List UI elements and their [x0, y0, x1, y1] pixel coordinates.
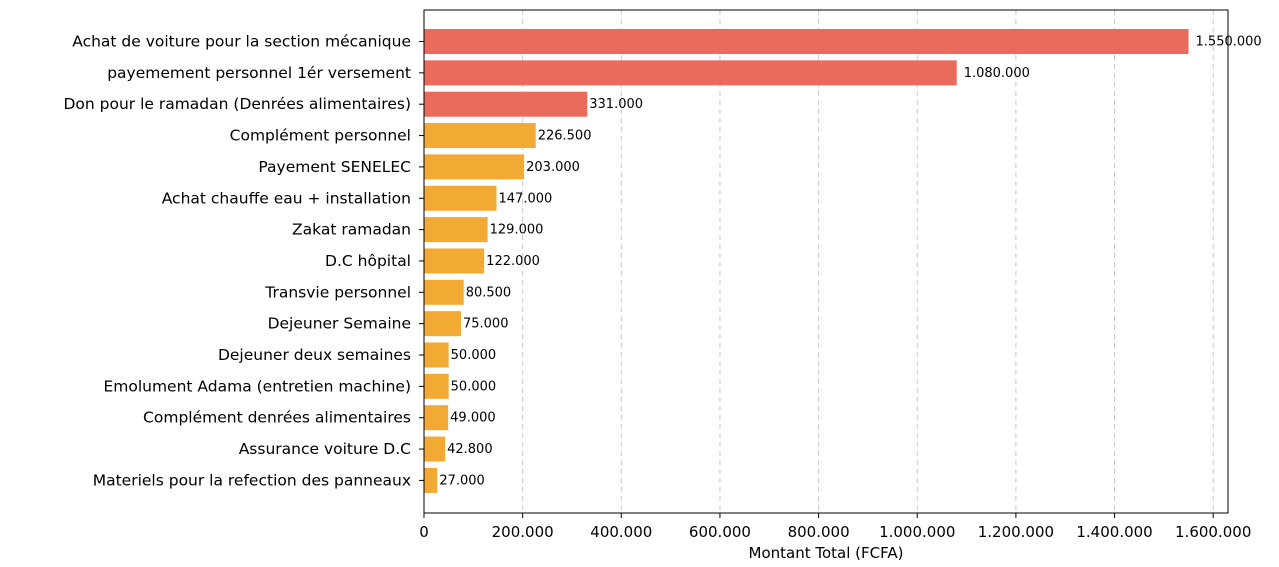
bar-value-label: 49.000 [450, 411, 496, 426]
grid-lines [423, 10, 1214, 513]
bar-value-label: 80.500 [466, 285, 512, 300]
category-label: Dejeuner deux semaines [218, 346, 411, 364]
category-labels: Achat de voiture pour la section mécaniq… [63, 33, 424, 489]
bars [424, 29, 1189, 493]
bar [424, 154, 525, 180]
x-tick-label: 600.000 [689, 523, 751, 541]
bar [424, 436, 446, 462]
x-axis-label: Montant Total (FCFA) [749, 544, 904, 562]
bar [424, 60, 957, 86]
bar [424, 185, 497, 211]
bar-value-label: 50.000 [451, 348, 497, 363]
category-label: Achat chauffe eau + installation [162, 189, 411, 207]
x-axis-ticks: 0 200.000 400.000 600.000 800.000 1.000.000 1.… [419, 513, 1251, 541]
category-label: Transvie personnel [264, 283, 411, 301]
bar-value-label: 27.000 [439, 473, 485, 488]
bar-value-label: 129.000 [490, 223, 544, 238]
category-label: Emolument Adama (entretien machine) [103, 377, 411, 395]
bar-value-label: 50.000 [451, 379, 497, 394]
bar [424, 29, 1189, 54]
category-label: Assurance voiture D.C [239, 440, 411, 458]
category-label: Achat de voiture pour la section mécaniq… [72, 33, 411, 51]
bar [424, 311, 461, 337]
plot-frame [423, 9, 1229, 514]
value-labels: 1.550.000 1.080.000 331.000 226.500 203.000 1… [439, 35, 1261, 489]
bar [424, 342, 449, 368]
x-tick-label: 1.000.000 [879, 523, 955, 541]
category-label: Dejeuner Semaine [268, 315, 411, 333]
category-label: Payement SENELEC [258, 158, 411, 176]
bar [424, 279, 464, 305]
bar [424, 91, 588, 117]
bar [424, 123, 536, 149]
bar-value-label: 331.000 [589, 97, 643, 112]
x-tick-label: 200.000 [492, 523, 554, 541]
category-label: payemement personnel 1ér versement [107, 64, 411, 82]
x-tick-label: 1.200.000 [978, 523, 1054, 541]
bar-value-label: 203.000 [526, 160, 580, 175]
x-tick-label: 400.000 [590, 523, 652, 541]
bar-value-label: 1.080.000 [964, 66, 1030, 81]
x-tick-label: 1.400.000 [1076, 523, 1152, 541]
bar-value-label: 75.000 [463, 317, 509, 332]
bar-value-label: 226.500 [538, 129, 592, 144]
bar-value-label: 1.550.000 [1196, 35, 1262, 50]
x-tick-label: 800.000 [788, 523, 850, 541]
bar [424, 373, 449, 399]
category-label: Materiels pour la refection des panneaux [93, 471, 411, 489]
category-label: Complément denrées alimentaires [143, 409, 411, 427]
category-label: Don pour le ramadan (Denrées alimentaire… [63, 95, 411, 113]
category-label: Zakat ramadan [292, 221, 411, 239]
bar [424, 467, 438, 493]
bar-value-label: 147.000 [499, 191, 553, 206]
x-tick-label: 1.600.000 [1175, 523, 1251, 541]
x-tick-label: 0 [419, 523, 429, 541]
bar-value-label: 122.000 [486, 254, 540, 269]
bar [424, 217, 488, 243]
bar [424, 405, 449, 431]
category-label: D.C hôpital [325, 252, 411, 270]
category-label: Complément personnel [230, 127, 411, 145]
bar-value-label: 42.800 [447, 442, 493, 457]
bar [424, 248, 485, 274]
